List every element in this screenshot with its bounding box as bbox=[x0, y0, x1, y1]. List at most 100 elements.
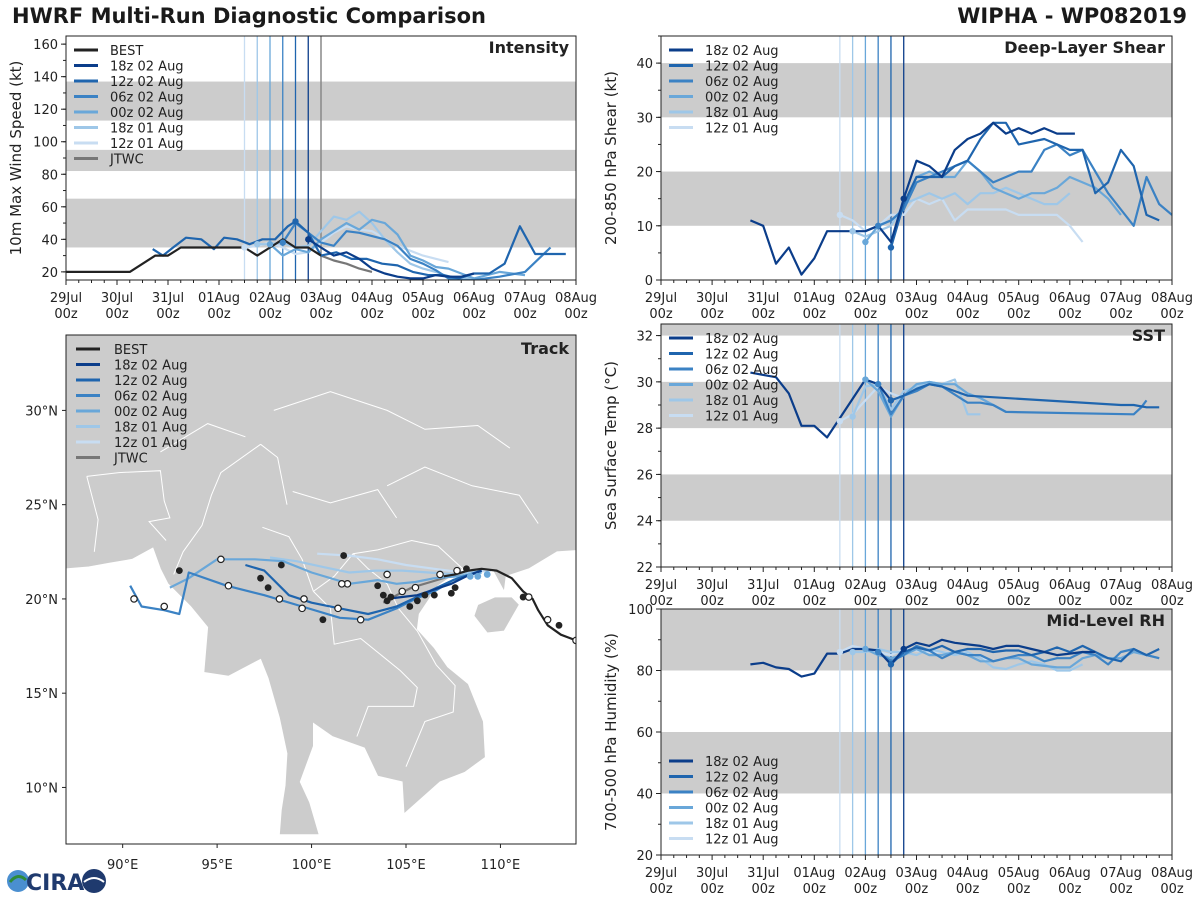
shear-xtick-date: 06Aug bbox=[1049, 291, 1091, 306]
intensity-legend-label: 18z 01 Aug bbox=[110, 122, 184, 137]
track-halfday-marker bbox=[334, 604, 342, 613]
intensity-xtick-date: 29Jul bbox=[50, 291, 82, 306]
track-halfday-marker bbox=[337, 580, 346, 588]
track-halfday-marker bbox=[436, 570, 444, 579]
sst-xtick-hour: 00z bbox=[700, 594, 724, 609]
track-daily-marker bbox=[319, 616, 327, 624]
intensity-init-point bbox=[254, 241, 261, 248]
track-halfday-marker bbox=[224, 581, 233, 590]
country-border bbox=[333, 539, 464, 577]
sst-ytick-label: 22 bbox=[636, 561, 653, 576]
rh-xtick-hour: 00z bbox=[752, 882, 776, 897]
country-border bbox=[273, 391, 511, 449]
shear-xtick-hour: 00z bbox=[649, 307, 673, 322]
shear-init-point bbox=[874, 222, 882, 229]
intensity-series-18z-02-Aug bbox=[307, 238, 475, 280]
shear-xtick-date: 07Aug bbox=[1100, 291, 1142, 306]
rh-legend-label: 12z 01 Aug bbox=[705, 833, 779, 848]
track-daily-marker bbox=[451, 584, 459, 592]
track-halfday-marker bbox=[356, 615, 365, 624]
track-lon-label: 100°E bbox=[292, 858, 332, 873]
sst-ylabel: Sea Surface Temp (°C) bbox=[602, 361, 620, 530]
sst-band bbox=[661, 474, 1172, 521]
rh-init-point bbox=[887, 661, 895, 668]
storm-id-title: WIPHA - WP082019 bbox=[957, 4, 1187, 28]
sst-xtick-date: 05Aug bbox=[998, 578, 1040, 593]
track-halfday-marker bbox=[411, 583, 420, 592]
shear-xtick-hour: 00z bbox=[700, 307, 724, 322]
shear-legend-label: 18z 02 Aug bbox=[705, 44, 779, 59]
sst-xtick-date: 07Aug bbox=[1100, 578, 1142, 593]
sst-init-point bbox=[849, 413, 856, 420]
shear-title: Deep-Layer Shear bbox=[1004, 38, 1165, 57]
rh-xtick-hour: 00z bbox=[956, 882, 980, 897]
track-map-area bbox=[66, 335, 576, 835]
intensity-xtick-hour: 00z bbox=[207, 307, 231, 322]
sst-legend-label: 18z 01 Aug bbox=[705, 394, 779, 409]
sst-init-point bbox=[887, 397, 895, 404]
rh-xtick-date: 01Aug bbox=[793, 866, 835, 881]
intensity-xtick-hour: 00z bbox=[462, 307, 486, 322]
shear-series-18z-01-Aug bbox=[852, 186, 1071, 238]
shear-series-12z-02-Aug bbox=[889, 121, 1160, 248]
intensity-legend-label: 06z 02 Aug bbox=[110, 91, 184, 106]
sst-ytick-label: 26 bbox=[636, 468, 653, 483]
track-daily-marker bbox=[175, 567, 183, 575]
country-border bbox=[260, 443, 288, 505]
sst-xtick-date: 02Aug bbox=[844, 578, 886, 593]
intensity-xtick-hour: 00z bbox=[156, 307, 180, 322]
intensity-title: Intensity bbox=[489, 38, 570, 57]
rh-xtick-hour: 00z bbox=[803, 882, 827, 897]
sst-xtick-date: 29Jul bbox=[645, 578, 677, 593]
rh-ytick-label: 60 bbox=[636, 726, 653, 741]
sst-xtick-hour: 00z bbox=[649, 594, 673, 609]
shear-ytick-label: 40 bbox=[636, 57, 653, 72]
intensity-xtick-date: 07Aug bbox=[504, 291, 546, 306]
track-legend-label: 00z 02 Aug bbox=[114, 405, 188, 420]
track-frame bbox=[65, 334, 577, 845]
intensity-xtick-date: 03Aug bbox=[300, 291, 342, 306]
shear-xtick-hour: 00z bbox=[1058, 307, 1082, 322]
rh-xtick-hour: 00z bbox=[854, 882, 878, 897]
track-daily-marker bbox=[264, 584, 272, 592]
intensity-legend-label: 12z 02 Aug bbox=[110, 75, 184, 90]
country-border bbox=[262, 526, 314, 592]
shear-ylabel: 200-850 hPa Shear (kt) bbox=[602, 71, 620, 245]
track-halfday-marker bbox=[383, 570, 391, 579]
rh-xtick-date: 06Aug bbox=[1049, 866, 1091, 881]
shear-ytick-label: 10 bbox=[636, 220, 653, 235]
country-border bbox=[160, 423, 246, 453]
sst-title: SST bbox=[1132, 326, 1165, 345]
shear-ytick-label: 0 bbox=[645, 274, 653, 289]
shear-legend-label: 12z 01 Aug bbox=[705, 122, 779, 137]
shear-init-point bbox=[849, 228, 856, 235]
rh-xtick-date: 07Aug bbox=[1100, 866, 1142, 881]
rh-legend-label: 18z 01 Aug bbox=[705, 817, 779, 832]
sst-series-18z-01-Aug bbox=[851, 378, 981, 418]
sst-series-18z-02-Aug bbox=[750, 371, 892, 439]
shear-legend-label: 06z 02 Aug bbox=[705, 75, 779, 90]
track-title: Track bbox=[521, 339, 569, 358]
intensity-xtick-hour: 00z bbox=[411, 307, 435, 322]
shear-init-point bbox=[887, 244, 895, 251]
sst-legend-label: 00z 02 Aug bbox=[705, 379, 779, 394]
intensity-ylabel: 10m Max Wind Speed (kt) bbox=[7, 61, 25, 256]
panel-shear: 01020304029Jul00z30Jul00z31Jul00z01Aug00… bbox=[602, 35, 1193, 322]
shear-band bbox=[661, 63, 1172, 118]
intensity-init-point bbox=[279, 239, 286, 246]
rh-xtick-hour: 00z bbox=[700, 882, 724, 897]
intensity-init-point bbox=[241, 244, 248, 251]
sst-legend-label: 18z 02 Aug bbox=[705, 332, 779, 347]
track-lat-label: 20°N bbox=[25, 593, 58, 608]
track-series-18z-02-Aug bbox=[386, 569, 482, 600]
sst-xtick-hour: 00z bbox=[1160, 594, 1184, 609]
rh-xtick-date: 08Aug bbox=[1151, 866, 1193, 881]
shear-xtick-hour: 00z bbox=[905, 307, 929, 322]
track-halfday-marker bbox=[130, 595, 138, 603]
track-halfday-marker bbox=[543, 615, 552, 624]
sst-ytick-label: 28 bbox=[636, 422, 653, 437]
track-daily-marker bbox=[413, 597, 421, 605]
country-border bbox=[386, 466, 539, 524]
shear-xtick-hour: 00z bbox=[854, 307, 878, 322]
